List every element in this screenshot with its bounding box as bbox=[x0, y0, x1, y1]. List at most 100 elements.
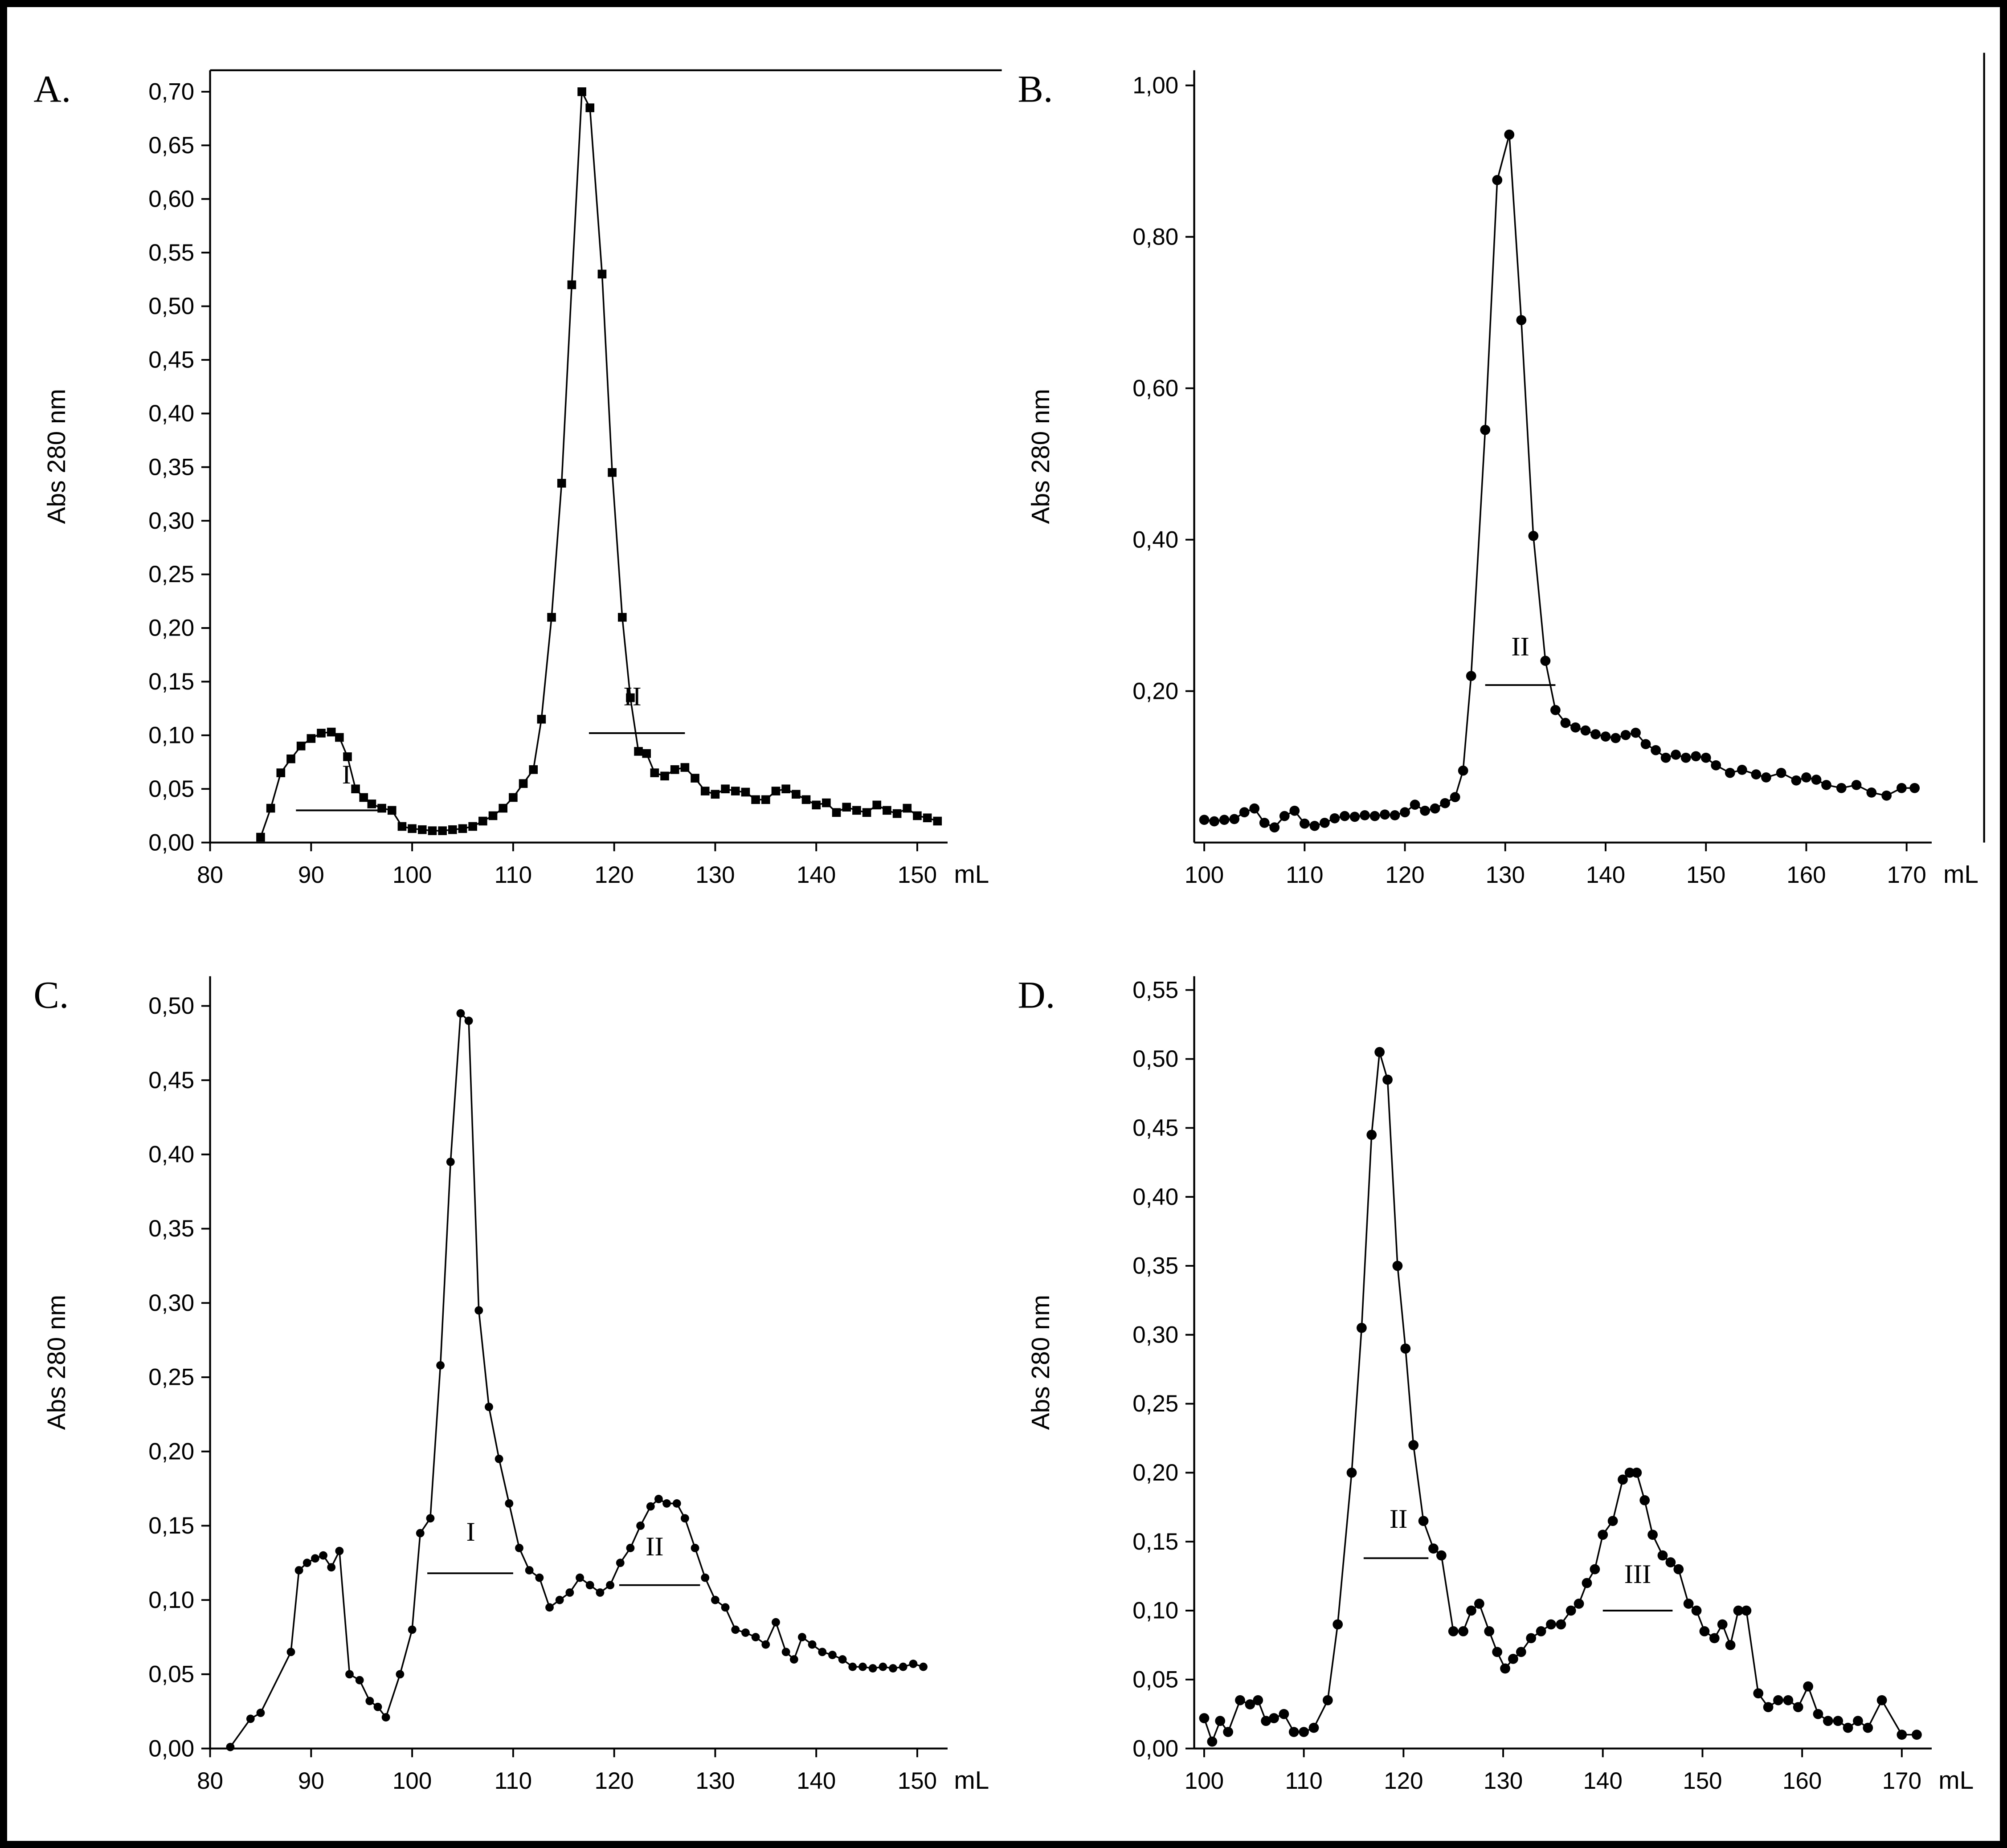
data-point-marker bbox=[903, 804, 912, 813]
data-point-marker bbox=[519, 779, 528, 788]
data-point-marker bbox=[1866, 787, 1876, 798]
data-point-marker bbox=[474, 1306, 483, 1315]
data-point-marker bbox=[286, 754, 295, 763]
data-point-marker bbox=[1504, 129, 1514, 140]
data-point-marker bbox=[1737, 765, 1747, 775]
data-point-marker bbox=[226, 1742, 235, 1751]
data-point-marker bbox=[1639, 1495, 1650, 1505]
y-tick-label: 0,25 bbox=[1132, 1391, 1178, 1417]
data-point-marker bbox=[1448, 1626, 1459, 1636]
data-point-marker bbox=[812, 800, 821, 810]
data-point-marker bbox=[1222, 1727, 1233, 1737]
data-point-marker bbox=[1590, 729, 1601, 739]
data-point-marker bbox=[761, 795, 770, 804]
data-point-marker bbox=[417, 825, 427, 834]
data-point-marker bbox=[872, 800, 882, 810]
data-point-marker bbox=[547, 613, 556, 622]
data-point-marker bbox=[1260, 1716, 1271, 1726]
data-point-marker bbox=[646, 1502, 655, 1511]
data-point-marker bbox=[1279, 811, 1290, 821]
y-tick-label: 0,30 bbox=[148, 1290, 194, 1316]
data-point-marker bbox=[1620, 730, 1631, 740]
data-point-marker bbox=[731, 1625, 740, 1634]
data-point-marker bbox=[1259, 818, 1270, 828]
data-point-marker bbox=[525, 1566, 534, 1575]
data-point-marker bbox=[1206, 1736, 1217, 1747]
data-point-marker bbox=[311, 1554, 319, 1563]
data-point-marker bbox=[343, 752, 352, 761]
data-point-marker bbox=[1550, 705, 1561, 715]
y-tick-label: 0,60 bbox=[148, 186, 194, 212]
y-axis-title: Abs 280 nm bbox=[43, 389, 71, 524]
data-point-marker bbox=[1776, 767, 1786, 778]
data-point-marker bbox=[426, 1514, 435, 1523]
x-tick-label: 130 bbox=[1485, 862, 1525, 888]
data-point-marker bbox=[883, 806, 891, 815]
x-tick-label: 160 bbox=[1786, 862, 1826, 888]
peak-label: II bbox=[646, 1532, 664, 1562]
y-tick-label: 0,50 bbox=[148, 993, 194, 1019]
data-point-marker bbox=[1717, 1619, 1728, 1630]
y-tick-label: 0,40 bbox=[148, 400, 194, 427]
data-point-marker bbox=[294, 1566, 303, 1575]
panel-letter: B. bbox=[1018, 67, 1053, 110]
data-point-marker bbox=[1733, 1605, 1743, 1616]
x-tick-label: 130 bbox=[695, 862, 735, 888]
y-tick-label: 0,00 bbox=[1132, 1735, 1178, 1762]
panel-letter: A. bbox=[33, 67, 71, 110]
data-point-marker bbox=[1244, 1699, 1255, 1709]
data-point-marker bbox=[801, 795, 811, 804]
data-point-marker bbox=[1862, 1722, 1873, 1733]
data-point-marker bbox=[1650, 745, 1661, 755]
data-point-marker bbox=[626, 693, 635, 702]
data-point-marker bbox=[721, 784, 730, 794]
data-point-marker bbox=[505, 1499, 514, 1508]
data-point-marker bbox=[636, 1521, 645, 1530]
panel-letter: D. bbox=[1018, 973, 1055, 1016]
data-point-marker bbox=[535, 1573, 544, 1582]
data-point-marker bbox=[1773, 1695, 1783, 1705]
y-tick-label: 0,60 bbox=[1132, 375, 1178, 401]
data-point-marker bbox=[1700, 752, 1711, 763]
y-tick-label: 0,35 bbox=[148, 454, 194, 480]
data-point-marker bbox=[266, 804, 275, 813]
data-point-marker bbox=[1392, 1261, 1402, 1271]
data-point-marker bbox=[1329, 813, 1340, 824]
data-point-marker bbox=[731, 787, 740, 795]
data-point-marker bbox=[1492, 1647, 1502, 1657]
data-point-marker bbox=[933, 816, 942, 826]
data-point-marker bbox=[387, 806, 396, 815]
data-point-marker bbox=[1234, 1695, 1245, 1705]
data-point-marker bbox=[691, 774, 699, 783]
data-point-marker bbox=[1540, 656, 1550, 666]
data-point-marker bbox=[1570, 722, 1581, 733]
data-point-marker bbox=[302, 1558, 311, 1567]
data-point-marker bbox=[1450, 792, 1460, 802]
data-point-marker bbox=[436, 1361, 445, 1370]
data-point-marker bbox=[1359, 810, 1370, 820]
data-point-marker bbox=[842, 803, 851, 812]
y-tick-label: 0,45 bbox=[148, 1067, 194, 1093]
data-point-marker bbox=[327, 1563, 336, 1572]
data-point-marker bbox=[1379, 809, 1390, 820]
data-point-marker bbox=[1382, 1074, 1393, 1085]
data-point-marker bbox=[654, 1494, 663, 1503]
data-point-marker bbox=[879, 1662, 887, 1671]
data-point-marker bbox=[711, 1595, 719, 1604]
data-point-marker bbox=[555, 1595, 564, 1604]
data-point-marker bbox=[1536, 1626, 1546, 1636]
x-tick-label: 140 bbox=[797, 1768, 836, 1794]
y-tick-label: 1,00 bbox=[1132, 72, 1178, 98]
data-point-marker bbox=[1332, 1619, 1343, 1630]
data-point-marker bbox=[608, 468, 617, 477]
x-tick-label: 100 bbox=[1184, 1768, 1223, 1794]
data-point-marker bbox=[670, 765, 679, 774]
data-point-marker bbox=[1631, 1467, 1642, 1478]
data-point-marker bbox=[377, 804, 386, 813]
y-tick-label: 0,20 bbox=[148, 1438, 194, 1465]
data-point-marker bbox=[1346, 1467, 1357, 1478]
data-point-marker bbox=[381, 1713, 390, 1722]
y-tick-label: 0,35 bbox=[148, 1216, 194, 1242]
peak-label: II bbox=[1511, 632, 1529, 662]
data-point-marker bbox=[1525, 1633, 1536, 1644]
